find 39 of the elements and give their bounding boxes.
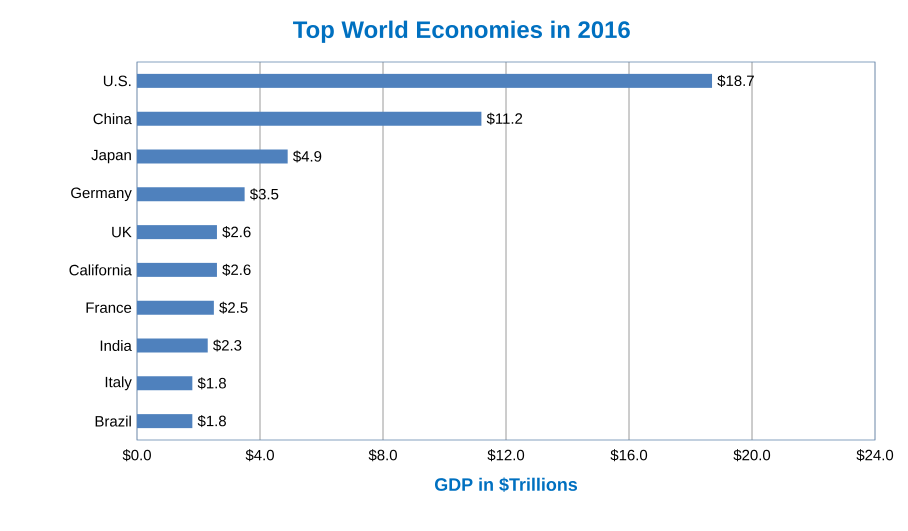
data-label: $2.6	[222, 264, 251, 276]
bar	[137, 150, 288, 164]
x-tick-label: $4.0	[246, 449, 274, 462]
x-tick-label: $12.0	[487, 449, 524, 462]
x-tick-label: $8.0	[368, 449, 397, 462]
x-tick-label: $24.0	[856, 449, 894, 462]
x-axis-title: GDP in $Trillions	[434, 477, 578, 492]
data-label: $2.5	[219, 302, 248, 314]
y-tick-label: Brazil	[96, 416, 131, 427]
y-tick-label: UK	[112, 226, 132, 238]
data-label: $11.2	[486, 112, 522, 125]
data-label: $3.5	[250, 188, 278, 200]
bar	[137, 74, 712, 88]
data-label: $1.8	[198, 377, 226, 390]
data-label: $1.8	[198, 415, 226, 428]
y-tick-label: Germany	[71, 188, 132, 202]
bar	[137, 225, 217, 240]
bar	[137, 376, 192, 390]
bar	[137, 187, 245, 202]
data-label: $2.6	[222, 226, 251, 238]
y-tick-label: China	[94, 113, 132, 124]
y-tick-label: Japan	[91, 150, 131, 164]
y-tick-label: France	[86, 302, 132, 313]
chart-title: Top World Economies in 2016	[293, 20, 630, 43]
bar	[137, 338, 208, 353]
data-label: $18.7	[717, 74, 754, 87]
y-tick-label: California	[69, 264, 132, 276]
bar	[137, 300, 214, 315]
x-tick-label: $16.0	[610, 449, 648, 462]
bar	[137, 112, 482, 126]
x-tick-label: $0.0	[122, 449, 151, 462]
data-label: $2.3	[213, 339, 242, 352]
y-tick-label: Italy	[106, 376, 132, 390]
y-tick-label: U.S.	[104, 76, 130, 86]
data-label: $4.9	[293, 150, 322, 163]
bar	[137, 414, 192, 428]
x-tick-label: $20.0	[733, 449, 770, 462]
y-tick-label: India	[100, 340, 132, 351]
bar	[137, 262, 217, 277]
